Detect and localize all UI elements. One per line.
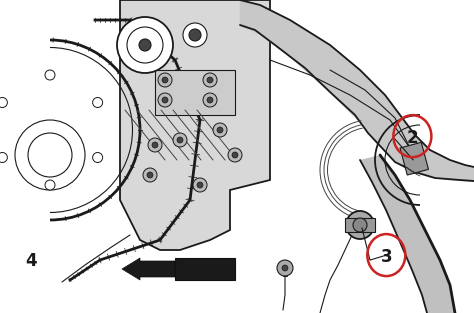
Circle shape — [158, 93, 172, 107]
Circle shape — [173, 133, 187, 147]
Polygon shape — [360, 155, 455, 313]
Circle shape — [232, 152, 238, 158]
Circle shape — [147, 172, 153, 178]
Circle shape — [162, 77, 168, 83]
Circle shape — [189, 29, 201, 41]
Circle shape — [152, 142, 158, 148]
Circle shape — [148, 138, 162, 152]
Circle shape — [197, 182, 203, 188]
Circle shape — [158, 73, 172, 87]
Circle shape — [203, 73, 217, 87]
Polygon shape — [120, 0, 270, 250]
Text: 3: 3 — [381, 248, 392, 266]
Circle shape — [217, 127, 223, 133]
Circle shape — [207, 97, 213, 103]
Circle shape — [213, 123, 227, 137]
Circle shape — [228, 148, 242, 162]
Circle shape — [143, 168, 157, 182]
Circle shape — [203, 93, 217, 107]
Circle shape — [346, 211, 374, 239]
Bar — [400, 142, 428, 175]
Circle shape — [162, 97, 168, 103]
Circle shape — [92, 98, 103, 107]
Circle shape — [277, 260, 293, 276]
Circle shape — [0, 152, 8, 162]
Circle shape — [353, 218, 367, 232]
Circle shape — [139, 39, 151, 51]
Text: 4: 4 — [25, 252, 36, 270]
Circle shape — [0, 98, 8, 107]
Circle shape — [45, 70, 55, 80]
Circle shape — [193, 178, 207, 192]
Circle shape — [45, 180, 55, 190]
Circle shape — [92, 152, 103, 162]
Text: 2: 2 — [407, 129, 418, 147]
Circle shape — [117, 17, 173, 73]
Bar — [345, 218, 375, 232]
Circle shape — [177, 137, 183, 143]
FancyArrow shape — [122, 258, 175, 280]
Circle shape — [127, 27, 163, 63]
Circle shape — [28, 133, 72, 177]
Bar — [155, 70, 235, 115]
Circle shape — [183, 23, 207, 47]
Bar — [175, 258, 235, 280]
Circle shape — [207, 77, 213, 83]
Circle shape — [282, 265, 288, 271]
Circle shape — [15, 120, 85, 190]
